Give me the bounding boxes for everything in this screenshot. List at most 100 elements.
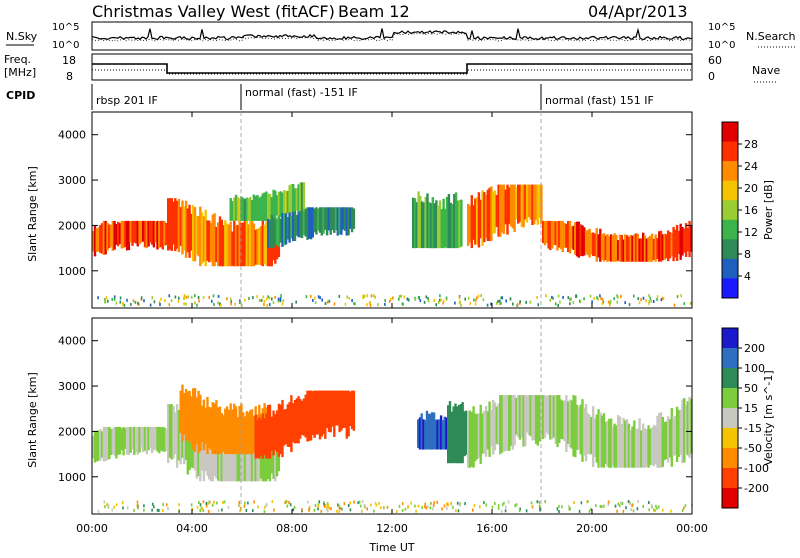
clutter-cell (205, 501, 208, 505)
clutter-cell (151, 508, 153, 512)
clutter-cell (252, 296, 254, 300)
echo-cell (536, 395, 539, 446)
echo-cell (170, 198, 173, 251)
echo-cell (492, 191, 495, 234)
echo-cell (281, 399, 284, 458)
clutter-cell (556, 507, 559, 511)
colorbar-swatch (722, 408, 738, 429)
clutter-cell (340, 507, 342, 511)
clutter-cell (153, 300, 156, 304)
echo-cell (684, 404, 688, 454)
echo-cell (192, 388, 195, 450)
clutter-cell (185, 302, 187, 306)
echo-cell (118, 223, 122, 245)
clutter-cell (267, 295, 269, 299)
clutter-cell (680, 294, 682, 298)
clutter-cell (569, 297, 571, 301)
echo-cell (570, 400, 573, 449)
echo-cell (497, 403, 500, 445)
clutter-cell (324, 302, 327, 305)
echo-cell (268, 194, 272, 221)
clutter-cell (432, 504, 435, 507)
echo-cell (274, 420, 277, 482)
echo-cell (254, 414, 257, 459)
colorbar-tick-label: -50 (744, 442, 762, 455)
echo-cell (436, 419, 439, 450)
echo-cell (588, 414, 591, 455)
clutter-cell (308, 508, 310, 512)
clutter-cell (295, 300, 297, 304)
echo-cell (420, 413, 423, 450)
echo-cell (686, 227, 689, 252)
echo-cell (138, 426, 141, 453)
colorbar-swatch (722, 180, 738, 201)
clutter-cell (460, 303, 462, 307)
clutter-cell (319, 296, 321, 300)
echo-cell (163, 221, 166, 246)
echo-cell (249, 436, 252, 482)
clutter-cell (414, 504, 416, 508)
clutter-cell (583, 297, 585, 301)
echo-cell (206, 396, 209, 455)
echo-cell (515, 187, 518, 220)
echo-cell (479, 199, 482, 239)
echo-cell (181, 200, 184, 255)
clutter-cell (343, 502, 346, 506)
echo-cell (334, 207, 338, 231)
clutter-cell (305, 295, 308, 299)
clutter-cell (505, 299, 507, 303)
clutter-cell (282, 299, 285, 303)
velocity-colorbar: 200 100 50 15 -15 -50 -100 -200 Velocity [m s^-… (721, 327, 775, 509)
echo-cell (113, 426, 116, 456)
echo-cell (127, 220, 131, 251)
clutter-cell (227, 505, 230, 509)
echo-cell (634, 233, 638, 262)
echo-cell (474, 413, 477, 462)
clutter-cell (271, 500, 274, 504)
echo-cell (622, 417, 625, 468)
echo-cell (340, 207, 343, 235)
clutter-cell (670, 509, 672, 513)
echo-cell (188, 204, 191, 258)
clutter-cell (662, 296, 665, 300)
colorbar-swatch (722, 219, 738, 240)
echo-cell (472, 406, 475, 468)
clutter-cell (284, 501, 287, 504)
echo-cell (506, 395, 509, 451)
echo-cell (113, 220, 116, 250)
echo-cell (329, 390, 332, 433)
clutter-cell (388, 299, 391, 303)
clutter-cell (194, 294, 196, 298)
echo-cell (345, 207, 348, 236)
echo-cell (102, 426, 106, 462)
echo-cell (486, 189, 489, 241)
clutter-cell (408, 298, 410, 302)
echo-cell (625, 419, 629, 468)
echo-cell (600, 233, 604, 260)
echo-cell (174, 198, 177, 252)
echo-cell (256, 195, 259, 221)
echo-cell (593, 418, 597, 457)
echo-cell (124, 428, 127, 449)
echo-cell (136, 426, 139, 455)
clutter-cell (247, 501, 249, 505)
echo-cell (297, 184, 300, 214)
echo-cell (236, 197, 239, 221)
echo-cell (627, 423, 631, 468)
echo-cell (468, 205, 472, 243)
echo-cell (284, 408, 288, 445)
echo-cell (156, 426, 159, 452)
clutter-cell (414, 297, 417, 301)
echo-cell (563, 222, 566, 248)
echo-cell (227, 224, 231, 267)
echo-cell (175, 200, 179, 249)
echo-cell (550, 220, 554, 249)
echo-cell (342, 207, 345, 230)
clutter-cell (351, 299, 353, 302)
clutter-cell (97, 296, 99, 300)
echo-cell (281, 213, 284, 247)
clutter-cell (590, 507, 592, 511)
echo-cell (227, 437, 231, 482)
cpid-2: normal (fast) 151 IF (545, 94, 654, 107)
